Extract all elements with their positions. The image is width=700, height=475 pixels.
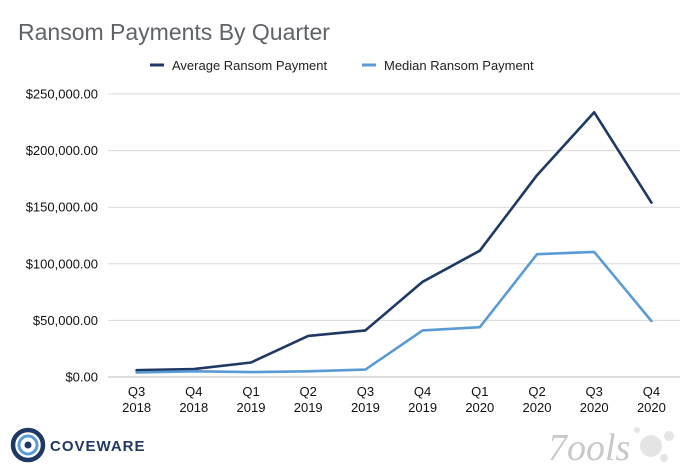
x-tick-label-year: 2019 — [294, 400, 323, 415]
watermark-text: 7ools — [548, 427, 630, 469]
y-tick-label: $50,000.00 — [33, 313, 98, 328]
series-lines — [135, 111, 653, 374]
y-tick-label: $200,000.00 — [26, 143, 98, 158]
x-tick-label-quarter: Q3 — [357, 384, 374, 399]
y-tick-label: $100,000.00 — [26, 256, 98, 271]
x-axis-ticks: Q32018Q42018Q12019Q22019Q32019Q42019Q120… — [122, 384, 666, 415]
logo-text: COVEWARE — [50, 438, 146, 455]
x-tick-label-year: 2018 — [122, 400, 151, 415]
x-tick-label-year: 2018 — [179, 400, 208, 415]
x-tick-label-quarter: Q3 — [586, 384, 603, 399]
y-tick-label: $0.00 — [65, 370, 98, 385]
x-tick-label-year: 2019 — [237, 400, 266, 415]
x-tick-label-year: 2020 — [523, 400, 552, 415]
coveware-logo: COVEWARE — [10, 427, 146, 463]
legend-label-median: Median Ransom Payment — [384, 58, 534, 73]
average-ransom-payment-line — [135, 111, 653, 372]
x-tick-label-quarter: Q3 — [128, 384, 145, 399]
median-ransom-payment-line — [135, 250, 653, 374]
x-tick-label-quarter: Q4 — [414, 384, 431, 399]
x-tick-label-quarter: Q1 — [471, 384, 488, 399]
x-tick-label-quarter: Q2 — [528, 384, 545, 399]
legend: Average Ransom Payment Median Ransom Paym… — [150, 58, 534, 73]
watermark-splash-icon — [634, 427, 674, 462]
x-tick-label-quarter: Q4 — [643, 384, 660, 399]
y-axis-ticks: $0.00 $50,000.00 $100,000.00 $150,000.00 $20… — [26, 87, 98, 385]
watermark: 7ools — [548, 427, 674, 469]
x-tick-label-quarter: Q1 — [242, 384, 259, 399]
x-tick-label-quarter: Q2 — [300, 384, 317, 399]
x-tick-label-year: 2019 — [408, 400, 437, 415]
x-tick-label-year: 2020 — [465, 400, 494, 415]
gridlines — [108, 93, 680, 378]
legend-label-average: Average Ransom Payment — [172, 58, 328, 73]
x-tick-label-year: 2019 — [351, 400, 380, 415]
y-tick-label: $150,000.00 — [26, 200, 98, 215]
y-tick-label: $250,000.00 — [26, 87, 98, 102]
x-tick-label-quarter: Q4 — [185, 384, 202, 399]
x-tick-label-year: 2020 — [637, 400, 666, 415]
coveware-ring-icon — [10, 427, 46, 463]
x-tick-label-year: 2020 — [580, 400, 609, 415]
chart-title: Ransom Payments By Quarter — [18, 19, 330, 45]
